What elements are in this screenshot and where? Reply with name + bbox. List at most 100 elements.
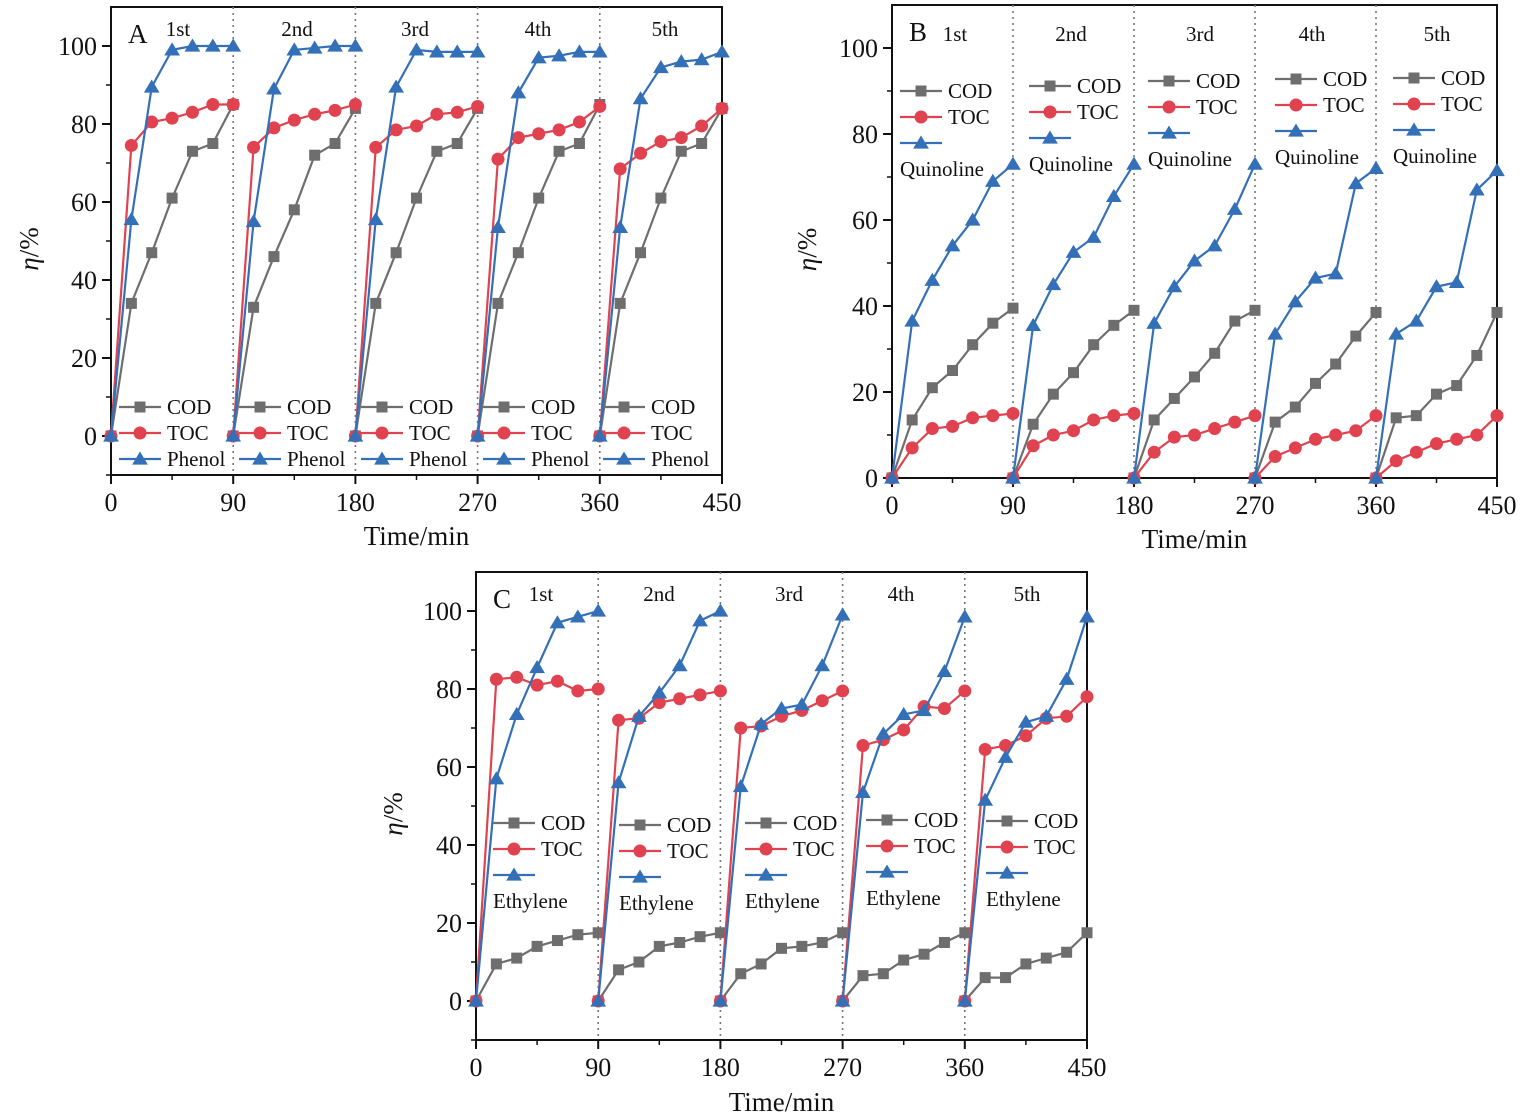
toc-point (937, 702, 951, 715)
legend-marker (1290, 73, 1302, 85)
legend-marker (132, 451, 148, 465)
legend-cod-run-4: COD (483, 395, 575, 419)
legend-cod-run-2: COD (239, 395, 331, 419)
x-tick-label: 360 (580, 488, 619, 517)
legend-marker (758, 867, 774, 881)
cod-point (633, 956, 645, 968)
toc-point (1127, 407, 1141, 420)
toc-point (1208, 422, 1222, 436)
cod-point (635, 247, 647, 259)
cod-point (1068, 367, 1079, 379)
legend-marker (507, 842, 521, 856)
ethylene-point (773, 701, 790, 715)
cod-point (1047, 388, 1059, 400)
toc-point (1470, 428, 1484, 442)
y-axis-unit: /% (14, 227, 44, 257)
toc-point (593, 99, 607, 113)
panel-b: 0 90 180 270 360 450 0 20 40 60 80 100 Time/min η/% B 1… (792, 4, 1517, 554)
run-label-1: 1st (943, 22, 968, 46)
cod-point (1410, 410, 1422, 422)
legend-label: TOC (541, 837, 583, 861)
y-tick-label: 40 (852, 292, 878, 321)
phenol-point (286, 42, 303, 56)
cod-point (551, 935, 563, 947)
toc-point (145, 115, 159, 129)
legend-marker (133, 426, 147, 440)
toc-point (1026, 439, 1040, 453)
cod-point (186, 145, 198, 157)
toc-point (552, 123, 566, 137)
legend-marker (1042, 130, 1058, 144)
toc-point (734, 721, 748, 735)
toc-point (226, 98, 240, 111)
ethylene-point (834, 607, 851, 621)
legend-marker (1000, 840, 1014, 854)
legend-label: COD (1441, 66, 1485, 90)
cod-point (492, 297, 504, 309)
x-tick-label: 0 (470, 1053, 483, 1082)
x-tick-label: 90 (220, 488, 246, 517)
toc-point (1080, 690, 1094, 704)
cod-line-run-3 (354, 107, 479, 437)
ethylene-point (977, 792, 994, 806)
cod-point (938, 937, 950, 948)
legend-marker (506, 867, 522, 881)
y-axis-unit: /% (378, 792, 408, 822)
toc-point (1288, 441, 1302, 455)
y-tick-label: 100 (423, 597, 462, 626)
phenol-point (225, 428, 242, 442)
run-label-2: 2nd (281, 17, 313, 41)
ethylene-point (590, 993, 607, 1007)
legend-cod-run-3: COD (745, 811, 837, 835)
cod-point (166, 192, 178, 204)
toc-point (450, 105, 464, 119)
legend-toc-run-4: TOC (1275, 93, 1365, 117)
cod-point (451, 138, 463, 149)
run-label-3: 3rd (775, 582, 803, 606)
legend-label: TOC (1077, 100, 1119, 124)
panel-label: A (128, 19, 148, 49)
panel-a: 0 90 180 270 360 450 0 20 40 60 80 100 Time/min η/% A 1… (14, 6, 742, 551)
cod-point (1061, 946, 1073, 958)
y-tick-label: 80 (436, 675, 462, 704)
legend-label: Phenol (287, 447, 346, 471)
toc-point (165, 111, 179, 125)
ethylene-point (793, 697, 810, 711)
phenol-line-run-5 (598, 50, 723, 437)
legend-label: COD (793, 811, 837, 835)
cod-point (926, 382, 938, 394)
toc-line-run-5 (598, 107, 723, 437)
legend-label: COD (1077, 74, 1121, 98)
cod-point (248, 301, 260, 313)
x-tick-label: 90 (585, 1053, 611, 1082)
ethylene-point (569, 609, 586, 623)
cod-point (857, 970, 869, 982)
x-axis-title: Time/min (1142, 524, 1248, 554)
toc-point (348, 98, 362, 111)
toc-point (410, 119, 423, 133)
toc-point (1309, 432, 1322, 446)
toc-point (966, 411, 980, 425)
run-label-5: 5th (1014, 582, 1041, 606)
legend-toc-run-3: TOC (1148, 95, 1238, 119)
legend-phenol-run-2: Phenol (239, 447, 346, 471)
cod-point (1269, 416, 1281, 428)
y-tick-label: 60 (436, 753, 462, 782)
cod-point (1491, 306, 1503, 318)
quinoline-point (1005, 156, 1021, 170)
cod-point (431, 145, 443, 157)
legend-marker (1043, 105, 1057, 119)
toc-point (124, 138, 138, 152)
cod-point (1081, 927, 1093, 939)
ethylene-point (1079, 609, 1095, 623)
legend-marker (1162, 100, 1176, 114)
legend-marker (759, 842, 773, 856)
legend-marker (617, 426, 631, 440)
cod-point (675, 145, 687, 157)
toc-point (674, 131, 688, 145)
cod-point (906, 414, 918, 426)
cod-point (1088, 339, 1100, 351)
cod-point (1040, 952, 1052, 964)
cod-point (1189, 371, 1200, 383)
